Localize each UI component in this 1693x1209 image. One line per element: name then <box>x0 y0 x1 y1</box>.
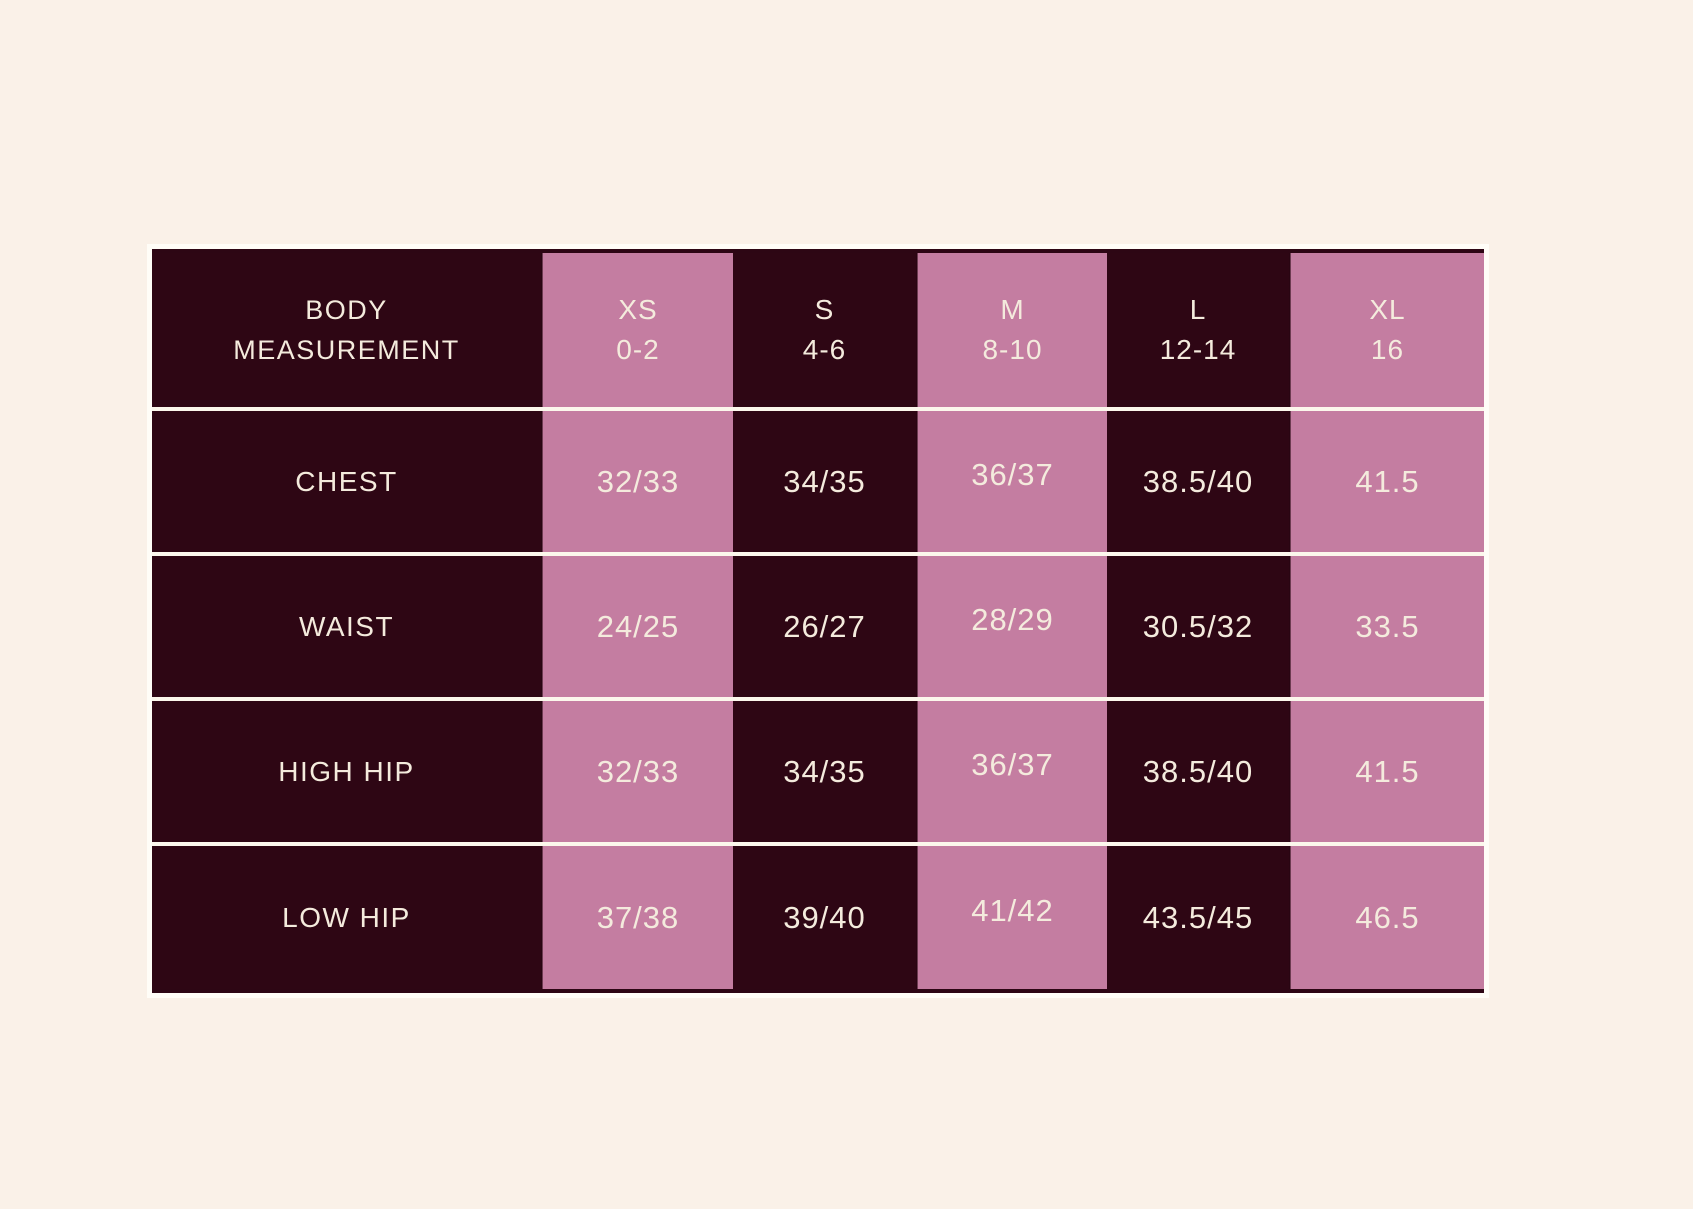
row-label-chest: CHEST <box>152 407 542 554</box>
value-text: 39/40 <box>783 899 866 935</box>
size-range: 16 <box>1370 334 1405 365</box>
value-text: 32/33 <box>596 753 680 789</box>
size-chart-frame: BODY MEASUREMENT XS 0-2 S 4-6 M 8-10 L 12-14 XL 16 … <box>147 244 1489 998</box>
header-cell-xs: XS 0-2 <box>541 253 733 409</box>
size-chart-table: BODY MEASUREMENT XS 0-2 S 4-6 M 8-10 L 12-14 XL 16 … <box>152 253 1484 989</box>
size-range: 0-2 <box>616 334 660 365</box>
size-name: L <box>1189 294 1207 325</box>
table-row: CHEST 32/33 34/35 36/37 38.5/40 41.5 <box>152 407 1484 554</box>
value-cell: 39/40 <box>733 842 917 989</box>
header-row: BODY MEASUREMENT XS 0-2 S 4-6 M 8-10 L 12-14 XL 16 <box>152 253 1484 409</box>
header-label-line: MEASUREMENT <box>233 335 460 365</box>
value-text: 24/25 <box>596 608 680 644</box>
value-cell: 37/38 <box>541 842 733 989</box>
table-row: HIGH HIP 32/33 34/35 36/37 38.5/40 41.5 <box>152 697 1484 844</box>
value-cell: 32/33 <box>541 697 733 844</box>
value-cell: 38.5/40 <box>1107 697 1290 844</box>
value-cell: 30.5/32 <box>1107 552 1290 699</box>
table-row: LOW HIP 37/38 39/40 41/42 43.5/45 46.5 <box>152 842 1484 989</box>
size-name: XS <box>618 294 658 325</box>
row-label-waist: WAIST <box>152 552 542 699</box>
value-text: 36/37 <box>971 456 1054 492</box>
value-text: 30.5/32 <box>1142 608 1254 644</box>
value-text: 41.5 <box>1355 463 1420 499</box>
value-cell: 33.5 <box>1289 552 1484 699</box>
value-text: 43.5/45 <box>1142 899 1254 935</box>
header-cell-s: S 4-6 <box>733 253 917 409</box>
value-cell: 26/27 <box>733 552 917 699</box>
value-cell: 34/35 <box>733 407 917 554</box>
value-cell: 38.5/40 <box>1107 407 1290 554</box>
value-text: 37/38 <box>596 899 680 935</box>
value-cell: 36/37 <box>916 697 1107 844</box>
value-text: 41/42 <box>971 892 1054 928</box>
value-text: 32/33 <box>596 463 680 499</box>
row-label-low-hip: LOW HIP <box>152 842 542 989</box>
size-range: 12-14 <box>1159 334 1237 365</box>
row-label-high-hip: HIGH HIP <box>152 697 542 844</box>
table-row: WAIST 24/25 26/27 28/29 30.5/32 33.5 <box>152 552 1484 699</box>
value-text: 41.5 <box>1355 753 1420 789</box>
value-text: 34/35 <box>783 463 866 499</box>
size-name: S <box>814 294 835 325</box>
value-text: 34/35 <box>783 753 866 789</box>
value-text: 38.5/40 <box>1142 753 1254 789</box>
header-label-line: BODY <box>305 295 388 325</box>
value-cell: 28/29 <box>916 552 1107 699</box>
value-cell: 34/35 <box>733 697 917 844</box>
value-text: 36/37 <box>971 746 1054 782</box>
header-cell-body-measurement: BODY MEASUREMENT <box>152 253 542 409</box>
header-cell-m: M 8-10 <box>916 253 1107 409</box>
value-text: 28/29 <box>971 601 1054 637</box>
value-text: 38.5/40 <box>1142 463 1254 499</box>
value-cell: 41.5 <box>1289 407 1484 554</box>
value-text: 26/27 <box>783 608 866 644</box>
header-cell-l: L 12-14 <box>1107 253 1290 409</box>
size-range: 4-6 <box>802 334 847 365</box>
value-text: 33.5 <box>1355 608 1420 644</box>
size-name: M <box>1000 294 1025 325</box>
size-chart-inner-border: BODY MEASUREMENT XS 0-2 S 4-6 M 8-10 L 12-14 XL 16 … <box>152 249 1484 993</box>
value-cell: 41/42 <box>916 842 1107 989</box>
value-cell: 36/37 <box>916 407 1107 554</box>
value-text: 46.5 <box>1355 899 1420 935</box>
value-cell: 41.5 <box>1289 697 1484 844</box>
value-cell: 43.5/45 <box>1107 842 1290 989</box>
value-cell: 24/25 <box>541 552 733 699</box>
header-cell-xl: XL 16 <box>1289 253 1484 409</box>
value-cell: 32/33 <box>541 407 733 554</box>
value-cell: 46.5 <box>1289 842 1484 989</box>
size-name: XL <box>1369 294 1406 325</box>
size-range: 8-10 <box>982 334 1043 365</box>
